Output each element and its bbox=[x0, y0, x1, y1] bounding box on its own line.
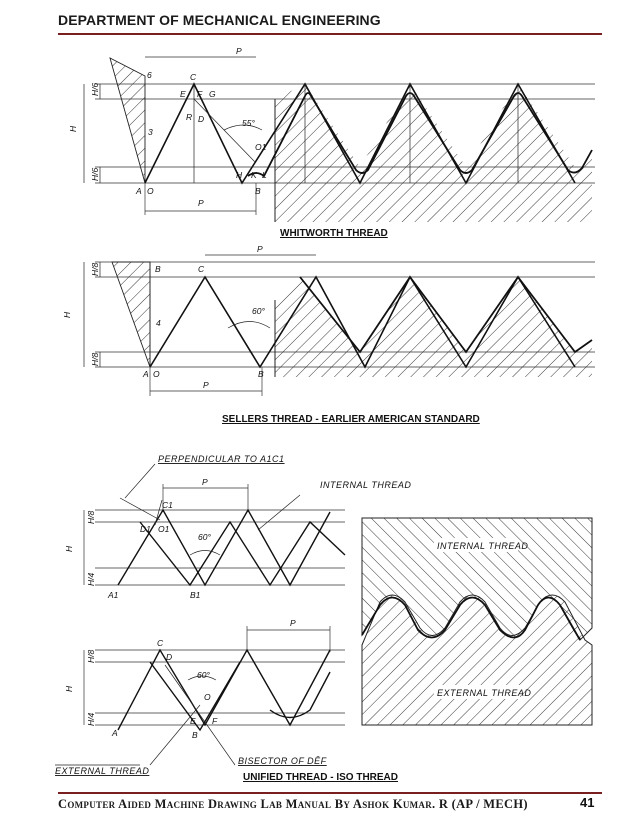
unified-internal-box-label: INTERNAL THREAD bbox=[437, 541, 528, 551]
unified-o1-label: O1 bbox=[158, 524, 170, 534]
whitworth-l-label: L bbox=[262, 170, 267, 180]
unified-external-box-label: EXTERNAL THREAD bbox=[437, 688, 531, 698]
whitworth-p-top-label: P bbox=[236, 46, 242, 56]
unified-lower-angle-label: 60° bbox=[197, 670, 210, 680]
header-rule bbox=[58, 33, 602, 35]
unified-lower-h-label: H bbox=[64, 685, 74, 692]
sellers-h8-top-label: H/8 bbox=[90, 263, 100, 277]
whitworth-b-label: B bbox=[255, 186, 261, 196]
unified-lower-h8-label: H/8 bbox=[86, 650, 96, 664]
unified-f-label: F bbox=[212, 716, 218, 726]
unified-c-label: C bbox=[157, 638, 164, 648]
whitworth-g-label: G bbox=[209, 89, 216, 99]
unified-caption: UNIFIED THREAD - ISO THREAD bbox=[243, 772, 398, 783]
sellers-p-top-label: P bbox=[257, 244, 263, 254]
unified-c1-label: C1 bbox=[162, 500, 173, 510]
whitworth-angle-label: 55° bbox=[242, 118, 255, 128]
sellers-o-label: O bbox=[153, 369, 160, 379]
sellers-angle-label: 60° bbox=[252, 306, 265, 316]
unified-p-lower-label: P bbox=[290, 618, 296, 628]
unified-lower-h4-label: H/4 bbox=[86, 713, 96, 727]
whitworth-h-point-label: H bbox=[236, 170, 243, 180]
unified-figure: H H/8 H/4 P 60° C1 D1 O1 A1 B1 PERPENDIC… bbox=[55, 454, 593, 776]
whitworth-a-label: A bbox=[135, 186, 142, 196]
whitworth-c-label: C bbox=[190, 72, 197, 82]
unified-d-label: D bbox=[166, 652, 172, 662]
sellers-b-bottom-label: B bbox=[258, 369, 264, 379]
whitworth-k-label: K bbox=[251, 170, 257, 180]
unified-p-top-label: P bbox=[202, 477, 208, 487]
whitworth-p-bottom-label: P bbox=[198, 198, 204, 208]
whitworth-3-label: 3 bbox=[148, 127, 153, 137]
sellers-c-label: C bbox=[198, 264, 205, 274]
sellers-h-label: H bbox=[62, 311, 72, 318]
unified-e-label: E bbox=[190, 716, 196, 726]
sellers-b-top-label: B bbox=[155, 264, 161, 274]
unified-h4-label: H/4 bbox=[86, 573, 96, 587]
whitworth-r-label: R bbox=[186, 112, 192, 122]
unified-d1-label: D1 bbox=[140, 524, 151, 534]
whitworth-caption: WHITWORTH THREAD bbox=[280, 228, 388, 239]
unified-internal-label: INTERNAL THREAD bbox=[320, 480, 411, 490]
whitworth-o1-label: O1 bbox=[255, 142, 267, 152]
whitworth-h6-bottom-label: H/6 bbox=[90, 168, 100, 182]
whitworth-figure: H H/6 H/6 P P 55° R 6 3 C E F G D O1 H K… bbox=[68, 46, 595, 222]
sellers-p-bottom-label: P bbox=[203, 380, 209, 390]
whitworth-o-label: O bbox=[147, 186, 154, 196]
unified-bisector-label: BISECTOR OF DÊF bbox=[238, 756, 327, 766]
unified-a1-label: A1 bbox=[107, 590, 119, 600]
unified-external-label: EXTERNAL THREAD bbox=[55, 766, 149, 776]
whitworth-6-label: 6 bbox=[147, 70, 152, 80]
page-header: DEPARTMENT OF MECHANICAL ENGINEERING bbox=[58, 12, 381, 28]
sellers-caption: SELLERS THREAD - EARLIER AMERICAN STANDA… bbox=[222, 414, 480, 425]
whitworth-d-label: D bbox=[198, 114, 204, 124]
page-footer: Computer Aided Machine Drawing Lab Manua… bbox=[58, 797, 528, 811]
sellers-a-label: A bbox=[142, 369, 149, 379]
unified-b-label: B bbox=[192, 730, 198, 740]
unified-h8-label: H/8 bbox=[86, 511, 96, 525]
sellers-4-label: 4 bbox=[156, 318, 161, 328]
sellers-figure: H H/8 H/8 P P 60° B C 4 A O B bbox=[62, 244, 595, 396]
unified-h-label: H bbox=[64, 545, 74, 552]
footer-rule bbox=[58, 792, 602, 794]
whitworth-h-label: H bbox=[68, 125, 78, 132]
unified-perpendicular-label: PERPENDICULAR TO A1C1 bbox=[158, 454, 285, 464]
whitworth-h6-top-label: H/6 bbox=[90, 83, 100, 97]
whitworth-f-label: F bbox=[197, 89, 203, 99]
unified-o-label: O bbox=[204, 692, 211, 702]
page-number: 41 bbox=[580, 795, 595, 810]
unified-b1-label: B1 bbox=[190, 590, 201, 600]
unified-a-label: A bbox=[111, 728, 118, 738]
unified-angle-label: 60° bbox=[198, 532, 211, 542]
whitworth-e-label: E bbox=[180, 89, 186, 99]
sellers-h8-bottom-label: H/8 bbox=[90, 353, 100, 367]
